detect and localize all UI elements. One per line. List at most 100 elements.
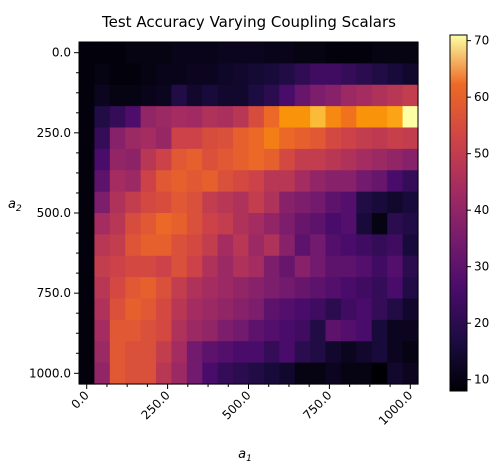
heatmap-cell — [202, 170, 219, 193]
heatmap-cell — [94, 362, 111, 385]
heatmap-cell — [279, 170, 296, 193]
heatmap-cell — [217, 277, 234, 300]
heatmap-cell — [340, 148, 357, 171]
heatmap-cell — [140, 341, 157, 364]
heatmap-cell — [263, 148, 280, 171]
heatmap-cell — [109, 170, 126, 193]
y-tick-label: 750.0 — [37, 286, 71, 300]
heatmap-cell — [156, 234, 173, 257]
colorbar-tick-label: 70 — [474, 34, 489, 48]
heatmap-cell — [294, 277, 311, 300]
heatmap-cell — [94, 298, 111, 321]
heatmap-cell — [387, 191, 404, 214]
heatmap-cell — [371, 63, 388, 86]
heatmap-cell — [202, 84, 219, 107]
heatmap-cell — [294, 127, 311, 150]
heatmap-cell — [171, 42, 188, 64]
heatmap-cell — [371, 42, 388, 64]
heatmap-cell — [248, 298, 265, 321]
heatmap-cell — [387, 341, 404, 364]
heatmap-cell — [356, 63, 373, 86]
heatmap-cell — [402, 234, 419, 257]
heatmap-cell — [94, 191, 111, 214]
heatmap-cell — [79, 341, 96, 364]
heatmap-cell — [140, 362, 157, 385]
heatmap-cell — [140, 277, 157, 300]
x-axis: 0.0 250.0 500.0 750.0 1000.0 — [68, 384, 415, 428]
heatmap-cell — [186, 362, 203, 385]
heatmap-cell — [356, 255, 373, 278]
heatmap-cell — [186, 341, 203, 364]
heatmap-cell — [171, 127, 188, 150]
colorbar-tick-label: 20 — [474, 316, 489, 330]
heatmap-cell — [279, 277, 296, 300]
heatmap-cell — [248, 63, 265, 86]
heatmap-cell — [186, 127, 203, 150]
heatmap-cell — [325, 170, 342, 193]
heatmap-cell — [125, 127, 142, 150]
heatmap-cell — [79, 84, 96, 107]
heatmap-cell — [356, 84, 373, 107]
heatmap-cell — [79, 170, 96, 193]
heatmap-cell — [248, 170, 265, 193]
heatmap-cell — [94, 42, 111, 64]
heatmap-cell — [310, 298, 327, 321]
heatmap-cell — [79, 234, 96, 257]
heatmap-cell — [109, 298, 126, 321]
heatmap-cell — [140, 170, 157, 193]
heatmap-cell — [109, 213, 126, 235]
colorbar-tick-label: 30 — [474, 260, 489, 274]
heatmap-cell — [387, 42, 404, 64]
heatmap-cell — [125, 341, 142, 364]
heatmap-cell — [233, 106, 250, 129]
heatmap-cell — [171, 63, 188, 86]
heatmap-cell — [402, 255, 419, 278]
heatmap-cell — [140, 127, 157, 150]
heatmap-cell — [356, 234, 373, 257]
heatmap-cell — [263, 319, 280, 342]
heatmap-cell — [171, 213, 188, 235]
heatmap-cell — [402, 319, 419, 342]
x-tick-label: 1000.0 — [376, 388, 416, 428]
heatmap-cell — [109, 341, 126, 364]
heatmap-cell — [325, 277, 342, 300]
heatmap-cell — [140, 106, 157, 129]
heatmap-cell — [356, 213, 373, 235]
heatmap-cell — [248, 191, 265, 214]
heatmap-cell — [294, 148, 311, 171]
heatmap-cell — [310, 170, 327, 193]
heatmap-cell — [279, 234, 296, 257]
heatmap-cell — [140, 234, 157, 257]
heatmap-cell — [140, 319, 157, 342]
heatmap-cell — [186, 255, 203, 278]
heatmap-cell — [356, 298, 373, 321]
heatmap-cell — [310, 277, 327, 300]
heatmap-cell — [125, 170, 142, 193]
heatmap-cell — [233, 127, 250, 150]
heatmap-cell — [217, 362, 234, 385]
heatmap-cell — [402, 42, 419, 64]
heatmap-cell — [109, 234, 126, 257]
heatmap-cell — [402, 170, 419, 193]
heatmap-cell — [310, 84, 327, 107]
heatmap-cell — [371, 319, 388, 342]
heatmap-cell — [356, 106, 373, 129]
heatmap-cell — [202, 298, 219, 321]
heatmap-cell — [202, 234, 219, 257]
heatmap-cell — [340, 213, 357, 235]
heatmap-cell — [402, 63, 419, 86]
heatmap-cell — [202, 191, 219, 214]
heatmap-cell — [109, 255, 126, 278]
heatmap-cell — [294, 319, 311, 342]
heatmap-cell — [294, 63, 311, 86]
heatmap-cell — [233, 170, 250, 193]
heatmap-cell — [294, 362, 311, 385]
x-tick-label: 750.0 — [300, 388, 334, 422]
heatmap-cell — [402, 148, 419, 171]
heatmap-cell — [294, 298, 311, 321]
heatmap-cell — [294, 191, 311, 214]
heatmap-cell — [371, 213, 388, 235]
heatmap-cell — [186, 191, 203, 214]
x-tick-label: 500.0 — [219, 388, 253, 422]
heatmap-cell — [109, 106, 126, 129]
